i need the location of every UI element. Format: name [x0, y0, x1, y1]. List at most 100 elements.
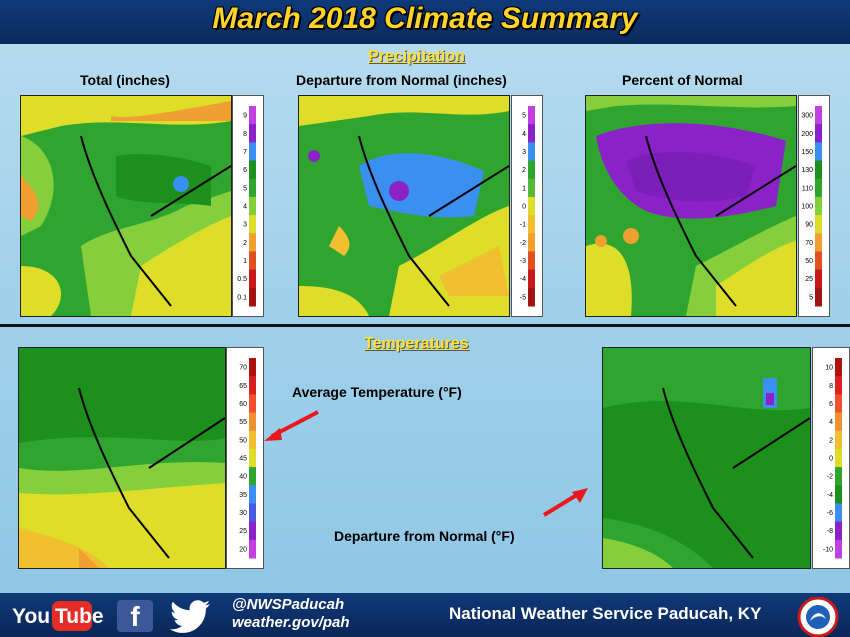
legend-swatch	[249, 539, 256, 559]
legend-tick-label: 35	[239, 492, 247, 499]
legend-tick-label: 2	[243, 240, 247, 247]
nws-logo-icon	[797, 597, 839, 637]
precipitation-section-title: Precipitation	[368, 48, 465, 65]
legend-tick-label: 9	[243, 113, 247, 120]
legend-swatch	[249, 269, 256, 289]
facebook-icon[interactable]: f	[117, 600, 153, 632]
legend-tick-label: 4	[243, 204, 247, 211]
legend-tick-label: -4	[827, 492, 833, 499]
legend-swatch	[528, 251, 535, 271]
legend-swatch	[249, 376, 256, 395]
legend-tick-label: 1	[243, 258, 247, 265]
twitter-handle[interactable]: @NWSPaducah	[232, 596, 345, 613]
legend-swatch	[835, 394, 842, 414]
section-divider	[0, 324, 850, 327]
legend-tick-label: -2	[827, 474, 833, 481]
legend-swatch	[528, 287, 535, 307]
percent-of-normal-map	[585, 95, 797, 317]
legend-swatch	[835, 485, 842, 504]
legend-swatch	[835, 539, 842, 559]
legend-swatch	[815, 106, 822, 125]
legend-swatch	[249, 485, 256, 504]
legend-swatch	[249, 448, 256, 468]
total-precip-legend: 9 8 7 6 5 4 3 2 1 0.5 0.1	[232, 95, 264, 317]
legend-tick-label: -8	[827, 528, 833, 535]
legend-tick-label: 45	[239, 456, 247, 463]
legend-tick-label: 10	[825, 365, 833, 372]
legend-tick-label: 6	[243, 167, 247, 174]
legend-swatch	[249, 394, 256, 414]
average-temperature-legend: 70 65 60 55 50 45 40 35 30 25 20	[226, 347, 264, 569]
legend-tick-label: -4	[520, 276, 526, 283]
legend-swatch	[815, 160, 822, 180]
legend-swatch	[249, 430, 256, 450]
legend-swatch	[528, 142, 535, 162]
legend-swatch	[249, 178, 256, 198]
legend-swatch	[815, 124, 822, 143]
legend-swatch	[528, 124, 535, 143]
youtube-icon	[52, 601, 92, 631]
legend-tick-label: 70	[239, 365, 247, 372]
legend-tick-label: 3	[522, 149, 526, 156]
legend-swatch	[528, 196, 535, 216]
legend-swatch	[835, 448, 842, 468]
legend-tick-label: 6	[829, 401, 833, 408]
legend-tick-label: 8	[829, 383, 833, 390]
legend-tick-label: -5	[520, 294, 526, 301]
legend-tick-label: -2	[520, 240, 526, 247]
legend-tick-label: 110	[802, 185, 813, 192]
legend-tick-label: 50	[239, 437, 247, 444]
legend-swatch	[249, 521, 256, 541]
legend-tick-label: 5	[522, 113, 526, 120]
website-link[interactable]: weather.gov/pah	[232, 614, 350, 631]
legend-tick-label: 4	[829, 419, 833, 426]
youtube-tube-text: Tube	[55, 605, 104, 628]
legend-tick-label: -6	[827, 510, 833, 517]
legend-swatch	[249, 106, 256, 125]
legend-swatch	[249, 358, 256, 377]
legend-swatch	[815, 233, 822, 252]
legend-tick-label: 2	[829, 437, 833, 444]
legend-swatch	[249, 251, 256, 271]
total-precip-label: Total (inches)	[80, 72, 170, 88]
legend-tick-label: 70	[805, 240, 813, 247]
legend-tick-label: 4	[522, 131, 526, 138]
legend-swatch	[249, 287, 256, 307]
temperatures-section-title: Temperatures	[364, 335, 469, 352]
legend-tick-label: 0	[522, 204, 526, 211]
temperature-departure-annotation: Departure from Normal (°F)	[334, 528, 515, 544]
legend-swatch	[249, 215, 256, 234]
legend-swatch	[815, 215, 822, 234]
average-temperature-annotation: Average Temperature (°F)	[292, 384, 462, 400]
legend-tick-label: 90	[805, 222, 813, 229]
temperature-departure-legend: 10 8 6 4 2 0 -2 -4 -6 -8 -10	[812, 347, 850, 569]
twitter-icon[interactable]	[168, 598, 212, 634]
legend-swatch	[249, 412, 256, 432]
legend-tick-label: 0.5	[237, 276, 247, 283]
youtube-you-text: You	[12, 605, 51, 628]
arrow-to-avg-legend-icon	[264, 410, 319, 441]
legend-tick-label: 20	[239, 546, 247, 553]
page-title: March 2018 Climate Summary	[212, 2, 638, 35]
legend-swatch	[249, 160, 256, 180]
legend-swatch	[528, 160, 535, 180]
average-temperature-map	[18, 347, 226, 569]
legend-tick-label: -10	[823, 546, 833, 553]
legend-tick-label: 50	[805, 258, 813, 265]
legend-tick-label: 5	[243, 185, 247, 192]
legend-swatch	[528, 215, 535, 234]
legend-tick-label: 300	[801, 113, 813, 120]
legend-tick-label: 65	[239, 383, 247, 390]
legend-tick-label: 40	[239, 474, 247, 481]
legend-tick-label: 30	[239, 510, 247, 517]
header-bar	[0, 0, 850, 44]
office-name: National Weather Service Paducah, KY	[449, 604, 762, 623]
arrow-to-departure-map-icon	[542, 488, 588, 517]
legend-tick-label: 2	[522, 167, 526, 174]
legend-swatch	[835, 430, 842, 450]
legend-tick-label: -3	[520, 258, 526, 265]
legend-swatch	[528, 106, 535, 125]
legend-swatch	[815, 142, 822, 162]
youtube-link[interactable]: You Tube	[12, 601, 104, 631]
legend-swatch	[835, 467, 842, 486]
